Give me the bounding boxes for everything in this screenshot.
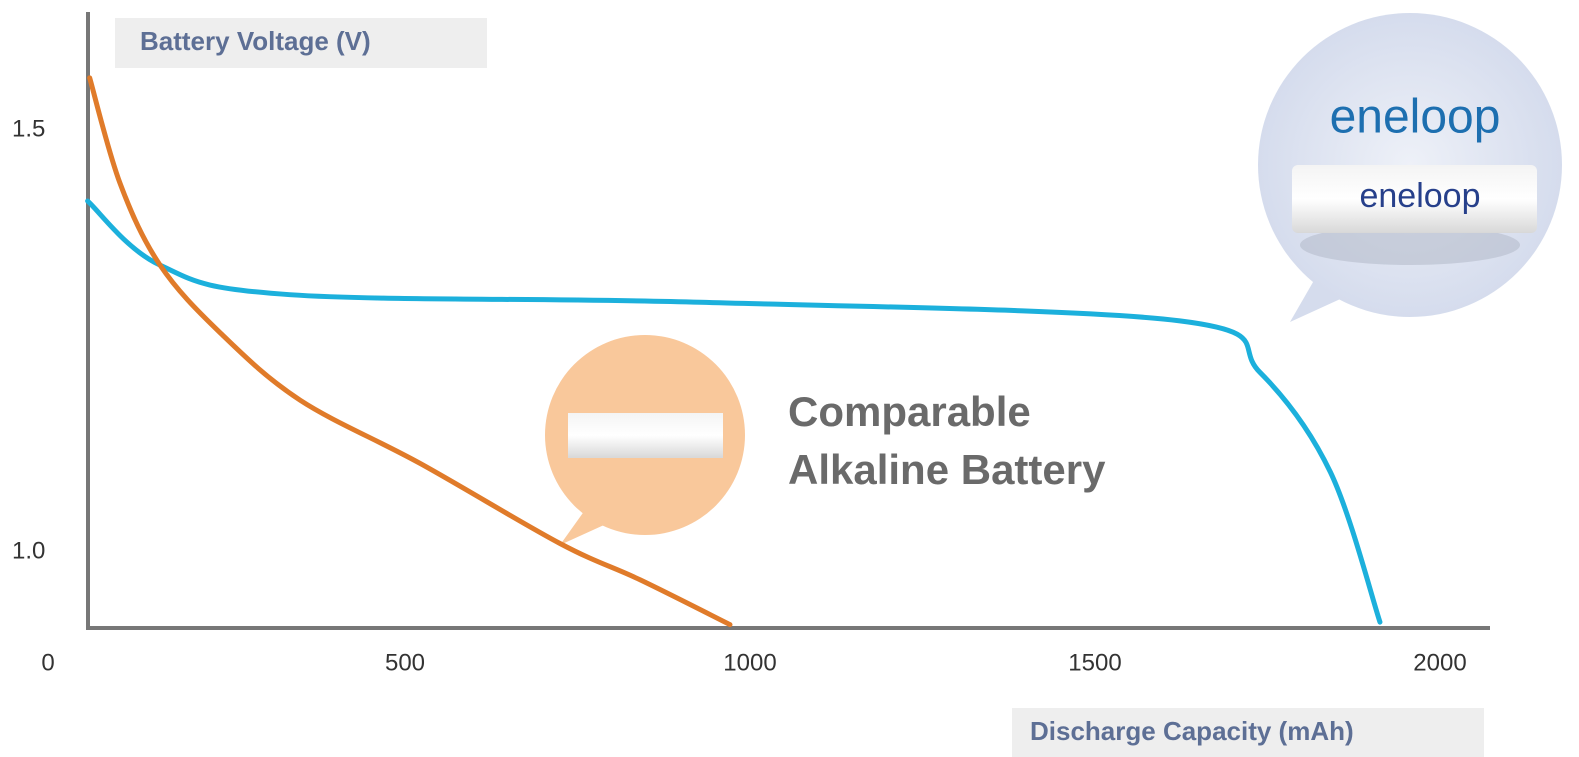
- x-tick-label: 500: [385, 649, 425, 676]
- plot: 1.0 1.5 0 500 1000 1500 2000: [12, 75, 1467, 676]
- x-tick-label: 0: [41, 649, 54, 676]
- y-tick-label: 1.5: [12, 115, 45, 142]
- battery-label: eneloop: [1359, 177, 1480, 215]
- x-tick-label: 1000: [723, 649, 776, 676]
- alkaline-bubble: [545, 335, 745, 545]
- x-axis-title: Discharge Capacity (mAh): [1030, 716, 1354, 746]
- brand-label: eneloop: [1330, 91, 1501, 144]
- eneloop-bubble: eneloop eneloop: [1258, 13, 1562, 322]
- x-tick-label: 1500: [1068, 649, 1121, 676]
- series-line: [87, 75, 733, 628]
- series-line: [85, 198, 1383, 625]
- x-tick-label: 2000: [1413, 649, 1466, 676]
- series-label: Comparable Alkaline Battery: [788, 388, 1106, 493]
- x-title-box: [1012, 708, 1484, 757]
- y-axis-title: Battery Voltage (V): [140, 26, 371, 56]
- y-tick-label: 1.0: [12, 537, 45, 564]
- y-title-box: [115, 18, 487, 68]
